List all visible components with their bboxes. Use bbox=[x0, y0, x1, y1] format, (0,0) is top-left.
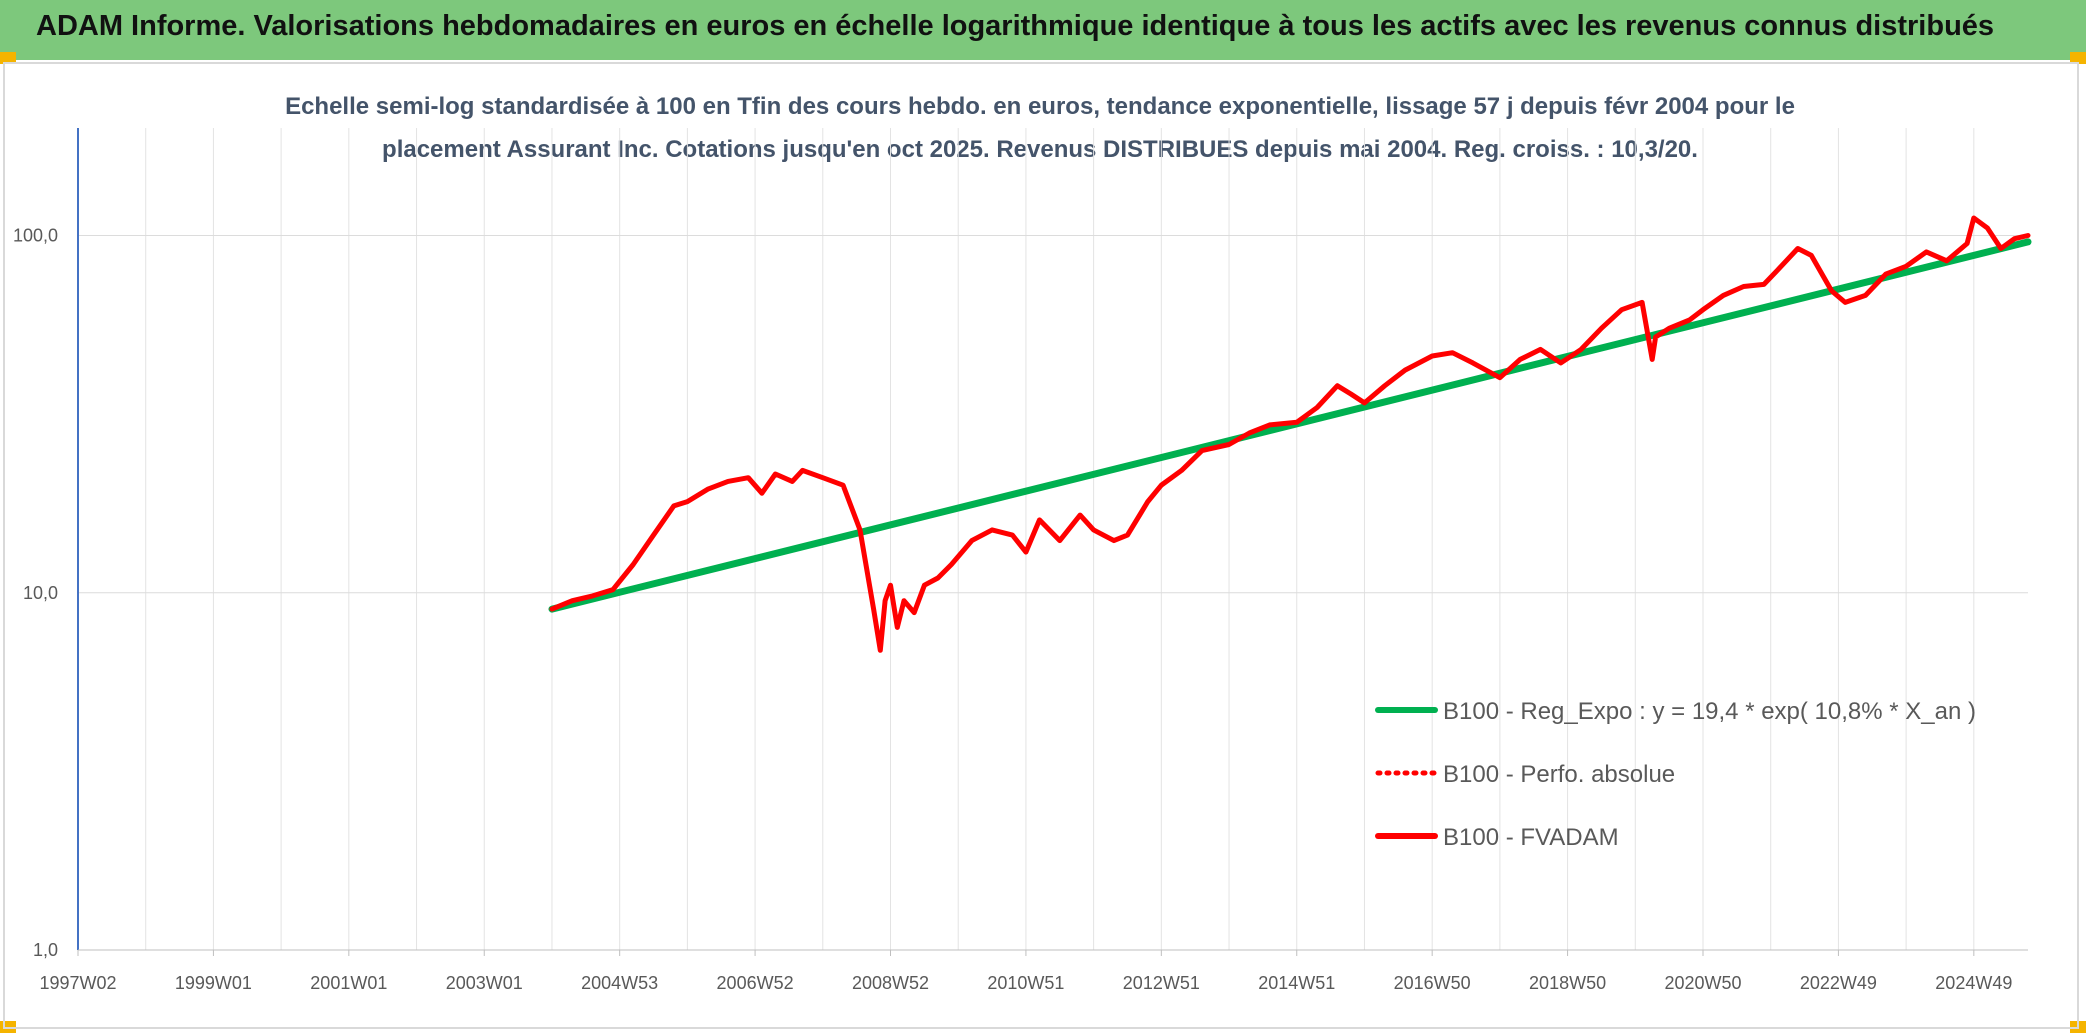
y-tick-label: 1,0 bbox=[33, 940, 58, 960]
x-tick-label: 1999W01 bbox=[175, 973, 252, 993]
legend-label-2: B100 - Perfo. absolue bbox=[1443, 761, 1675, 788]
x-tick-label: 2003W01 bbox=[446, 973, 523, 993]
page-title: ADAM Informe. Valorisations hebdomadaire… bbox=[36, 10, 1995, 42]
axes: 1997W02 1999W01 2001W01 2003W01 2004W53 2006W… bbox=[13, 128, 2028, 993]
x-tick-label: 1997W02 bbox=[39, 973, 116, 993]
x-tick-label: 2006W52 bbox=[717, 973, 794, 993]
x-tick-label: 2016W50 bbox=[1394, 973, 1471, 993]
y-tick-label: 10,0 bbox=[23, 583, 58, 603]
x-tick-label: 2022W49 bbox=[1800, 973, 1877, 993]
x-tick-label: 2018W50 bbox=[1529, 973, 1606, 993]
legend-label-3: B100 - FVADAM bbox=[1443, 824, 1619, 851]
chart-subtitle-line-1: Echelle semi-log standardisée à 100 en T… bbox=[285, 93, 1795, 120]
x-tick-label: 2008W52 bbox=[852, 973, 929, 993]
y-tick-label: 100,0 bbox=[13, 226, 58, 246]
legend-label-1: B100 - Reg_Expo : y = 19,4 * exp( 10,8% … bbox=[1443, 698, 1976, 725]
x-tick-label: 2024W49 bbox=[1935, 973, 2012, 993]
x-tick-label: 2010W51 bbox=[987, 973, 1064, 993]
series-layer bbox=[548, 215, 2032, 653]
x-tick-label: 2020W50 bbox=[1664, 973, 1741, 993]
x-tick-label: 2001W01 bbox=[310, 973, 387, 993]
corner-marker-right bbox=[2070, 52, 2086, 64]
chart-frame bbox=[3, 62, 2079, 1029]
legend: B100 - Reg_Expo : y = 19,4 * exp( 10,8% … bbox=[1375, 698, 1976, 851]
chart-subtitle-line-2: placement Assurant Inc. Cotations jusqu'… bbox=[382, 136, 1698, 163]
corner-marker-left bbox=[0, 52, 16, 64]
header-bar: ADAM Informe. Valorisations hebdomadaire… bbox=[0, 0, 2086, 60]
x-tick-label: 2004W53 bbox=[581, 973, 658, 993]
series-line-3 bbox=[549, 215, 2031, 653]
x-tick-label: 2014W51 bbox=[1258, 973, 1335, 993]
series-line-1 bbox=[548, 238, 2032, 613]
grid bbox=[77, 128, 2028, 951]
x-tick-label: 2012W51 bbox=[1123, 973, 1200, 993]
